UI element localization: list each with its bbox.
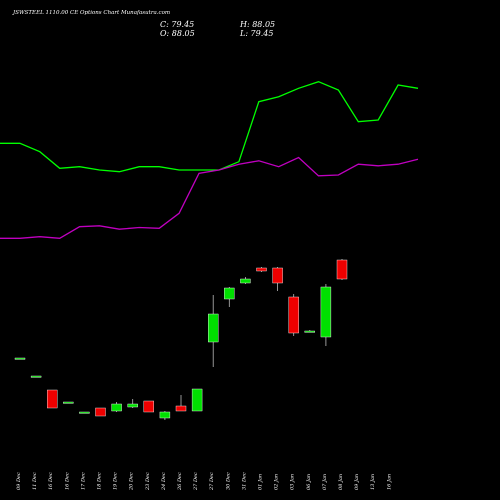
candle-body	[288, 296, 299, 334]
candle-body	[127, 403, 138, 408]
candle-body	[175, 405, 187, 412]
x-tick-label: 24 Dec	[161, 472, 167, 491]
x-tick-label: 31 Dec	[241, 472, 247, 490]
x-tick-label: 17 Dec	[80, 472, 86, 490]
x-tick-label: 27 Dec	[193, 472, 199, 491]
candle-body	[336, 259, 348, 280]
x-tick-label: 02 Jan	[274, 474, 280, 490]
candle-body	[47, 389, 58, 409]
chart-title: JSWSTEEL 1110.00 CE Options Chart Munafa…	[13, 10, 171, 16]
x-tick-label: 06 Jan	[306, 474, 312, 490]
x-tick-label: 07 Jan	[322, 474, 328, 490]
low-value: L: 79.45	[240, 29, 274, 38]
candle-body	[79, 411, 90, 414]
candle-body	[256, 267, 267, 272]
candle-body	[207, 313, 219, 343]
candle-body	[159, 411, 171, 419]
x-tick-label: 16 Jan	[386, 474, 392, 490]
open-value: O: 88.05	[160, 29, 195, 38]
x-tick-label: 20 Dec	[129, 472, 135, 491]
candle-body	[111, 403, 122, 412]
x-tick-label: 19 Dec	[113, 472, 119, 490]
candle-body	[224, 287, 235, 300]
candle-body	[95, 407, 106, 417]
indicator-lines	[0, 81, 419, 239]
candle-body	[272, 267, 283, 284]
candle-body	[191, 388, 203, 412]
candle-body	[304, 330, 315, 333]
x-tick-label: 08 Jan	[338, 474, 344, 490]
x-tick-label: 23 Dec	[145, 472, 151, 491]
x-tick-label: 16 Dec	[48, 472, 54, 490]
candle-body	[320, 286, 332, 338]
candles	[14, 259, 348, 420]
x-tick-label: 16 Dec	[64, 472, 70, 490]
x-tick-label: 13 Jan	[370, 474, 376, 490]
line-lower	[0, 156, 419, 239]
x-tick-label: 27 Dec	[209, 472, 215, 491]
x-axis: 09 Dec 11 Dec 16 Dec 16 Dec 17 Dec 18 Dec 19 D…	[16, 472, 392, 491]
candle-body	[63, 401, 74, 404]
line-upper	[0, 81, 419, 173]
candle-body	[30, 375, 42, 378]
x-tick-label: 01 Jan	[258, 474, 264, 490]
x-tick-label: 11 Dec	[32, 472, 38, 490]
candle-body	[143, 400, 155, 413]
x-tick-label: 26 Dec	[177, 472, 183, 491]
candle-body	[240, 278, 251, 284]
x-tick-label: 18 Dec	[97, 472, 103, 490]
x-tick-label: 09 Jan	[354, 474, 360, 490]
x-tick-label: 03 Jan	[290, 474, 296, 490]
high-value: H: 88.05	[240, 20, 276, 29]
candle-body	[14, 357, 26, 360]
close-value: C: 79.45	[160, 20, 195, 29]
x-tick-label: 30 Dec	[225, 472, 231, 490]
x-tick-label: 09 Dec	[16, 472, 22, 490]
